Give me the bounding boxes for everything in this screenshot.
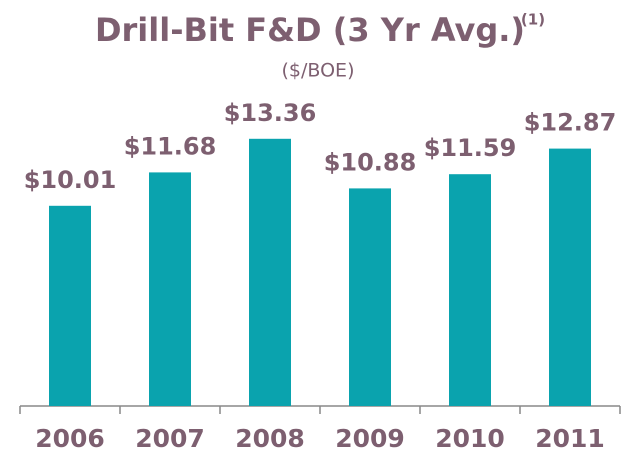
data-label: $11.68 [124, 132, 217, 160]
bar [449, 174, 491, 406]
data-label: $11.59 [424, 134, 517, 162]
x-tick-label: 2009 [335, 424, 405, 453]
x-tick-label: 2007 [135, 424, 205, 453]
x-tick-label: 2008 [235, 424, 305, 453]
bar [349, 188, 391, 406]
x-tick-label: 2006 [35, 424, 105, 453]
data-label: $10.01 [24, 166, 117, 194]
chart-subtitle: ($/BOE) [282, 60, 355, 82]
x-tick-label: 2011 [535, 424, 605, 453]
bar [149, 172, 191, 406]
data-label: $10.88 [324, 148, 417, 176]
data-label: $13.36 [224, 99, 317, 127]
bar [249, 138, 291, 407]
chart-title: Drill-Bit F&D (3 Yr Avg.) [95, 11, 525, 49]
x-tick-label: 2010 [435, 424, 505, 453]
bar [49, 205, 91, 406]
data-label: $12.87 [524, 109, 617, 137]
title-note: (1) [521, 11, 545, 29]
bar [549, 148, 591, 406]
